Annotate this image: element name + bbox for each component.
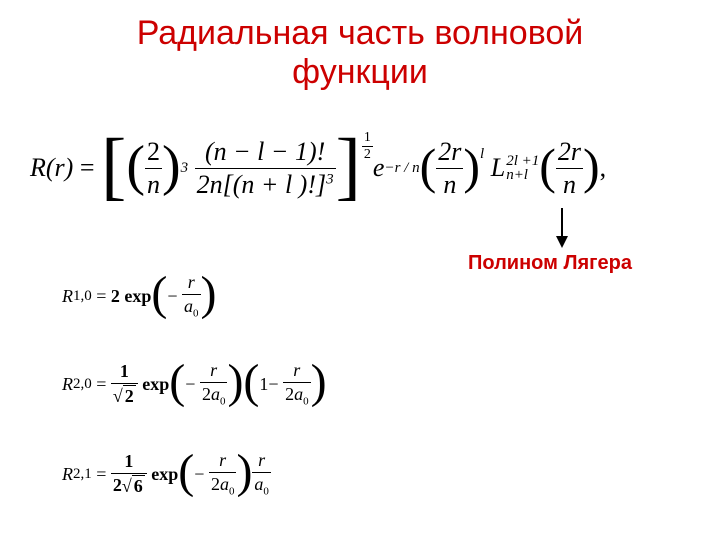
lparen-1: ( [126,138,145,194]
equation-r20: R2,0 = 1 √2 exp ( − r 2a0 ) ( 1 − r 2a0 … [62,360,327,408]
rparen-1: ) [162,138,181,194]
right-bracket: ] [336,128,361,204]
frac-factorials: (n − l − 1)! 2n[(n + l )!]3 [195,137,336,200]
frac-2r-n-1: 2r n [436,137,463,200]
laguerre-annotation: Полином Лягера [468,252,632,275]
laguerre-L: L [491,153,505,183]
trailing-comma: , [600,153,607,183]
slide-title: Радиальная часть волновой функции [0,0,720,92]
e-base: e [373,153,385,183]
rparen-2: ) [463,141,480,191]
title-line-2: функции [292,53,428,91]
laguerre-supsub: 2l +1 n+l [505,154,539,182]
outer-half-power: 1 2 [361,131,373,162]
equals: = [73,153,101,183]
frac-2r-n-2: 2r n [556,137,583,200]
frac-2-over-n: 2 n [145,137,162,200]
lparen-3: ( [539,141,556,191]
arrow-down-icon [552,206,572,250]
main-equation: R(r) = [ ( 2 n ) 3 (n − l − 1)! 2n[(n + … [30,130,606,206]
power-l: l [480,146,484,163]
equation-r10: R1,0 = 2 exp ( − r a0 ) [62,272,217,320]
rparen-3: ) [583,141,600,191]
equation-r21: R2,1 = 1 2√6 exp ( − r 2a0 ) r a0 [62,450,271,498]
title-line-1: Радиальная часть волновой [137,14,584,52]
left-bracket: [ [101,128,126,204]
lhs: R(r) [30,153,73,183]
power-3: 3 [181,160,189,177]
e-exponent: −r / n [384,160,419,177]
lparen-2: ( [420,141,437,191]
